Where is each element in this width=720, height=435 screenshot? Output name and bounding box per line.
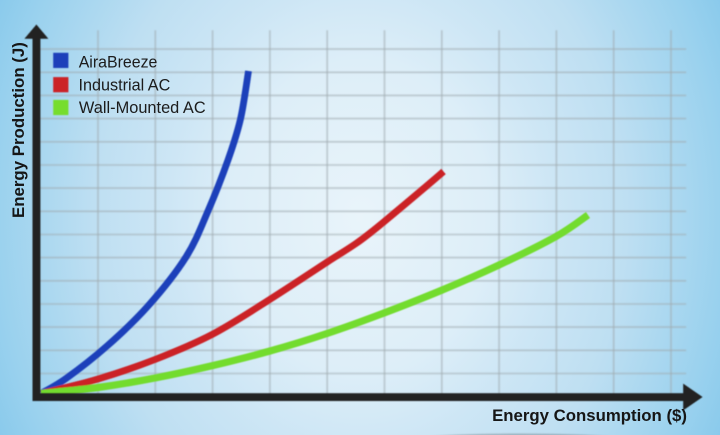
svg-text:Energy Production (J): Energy Production (J) [10, 42, 28, 218]
svg-text:AiraBreeze: AiraBreeze [79, 53, 158, 71]
svg-text:Industrial AC: Industrial AC [79, 76, 171, 94]
svg-text:Energy Consumption ($): Energy Consumption ($) [492, 407, 687, 425]
svg-text:Wall-Mounted AC: Wall-Mounted AC [79, 99, 206, 117]
